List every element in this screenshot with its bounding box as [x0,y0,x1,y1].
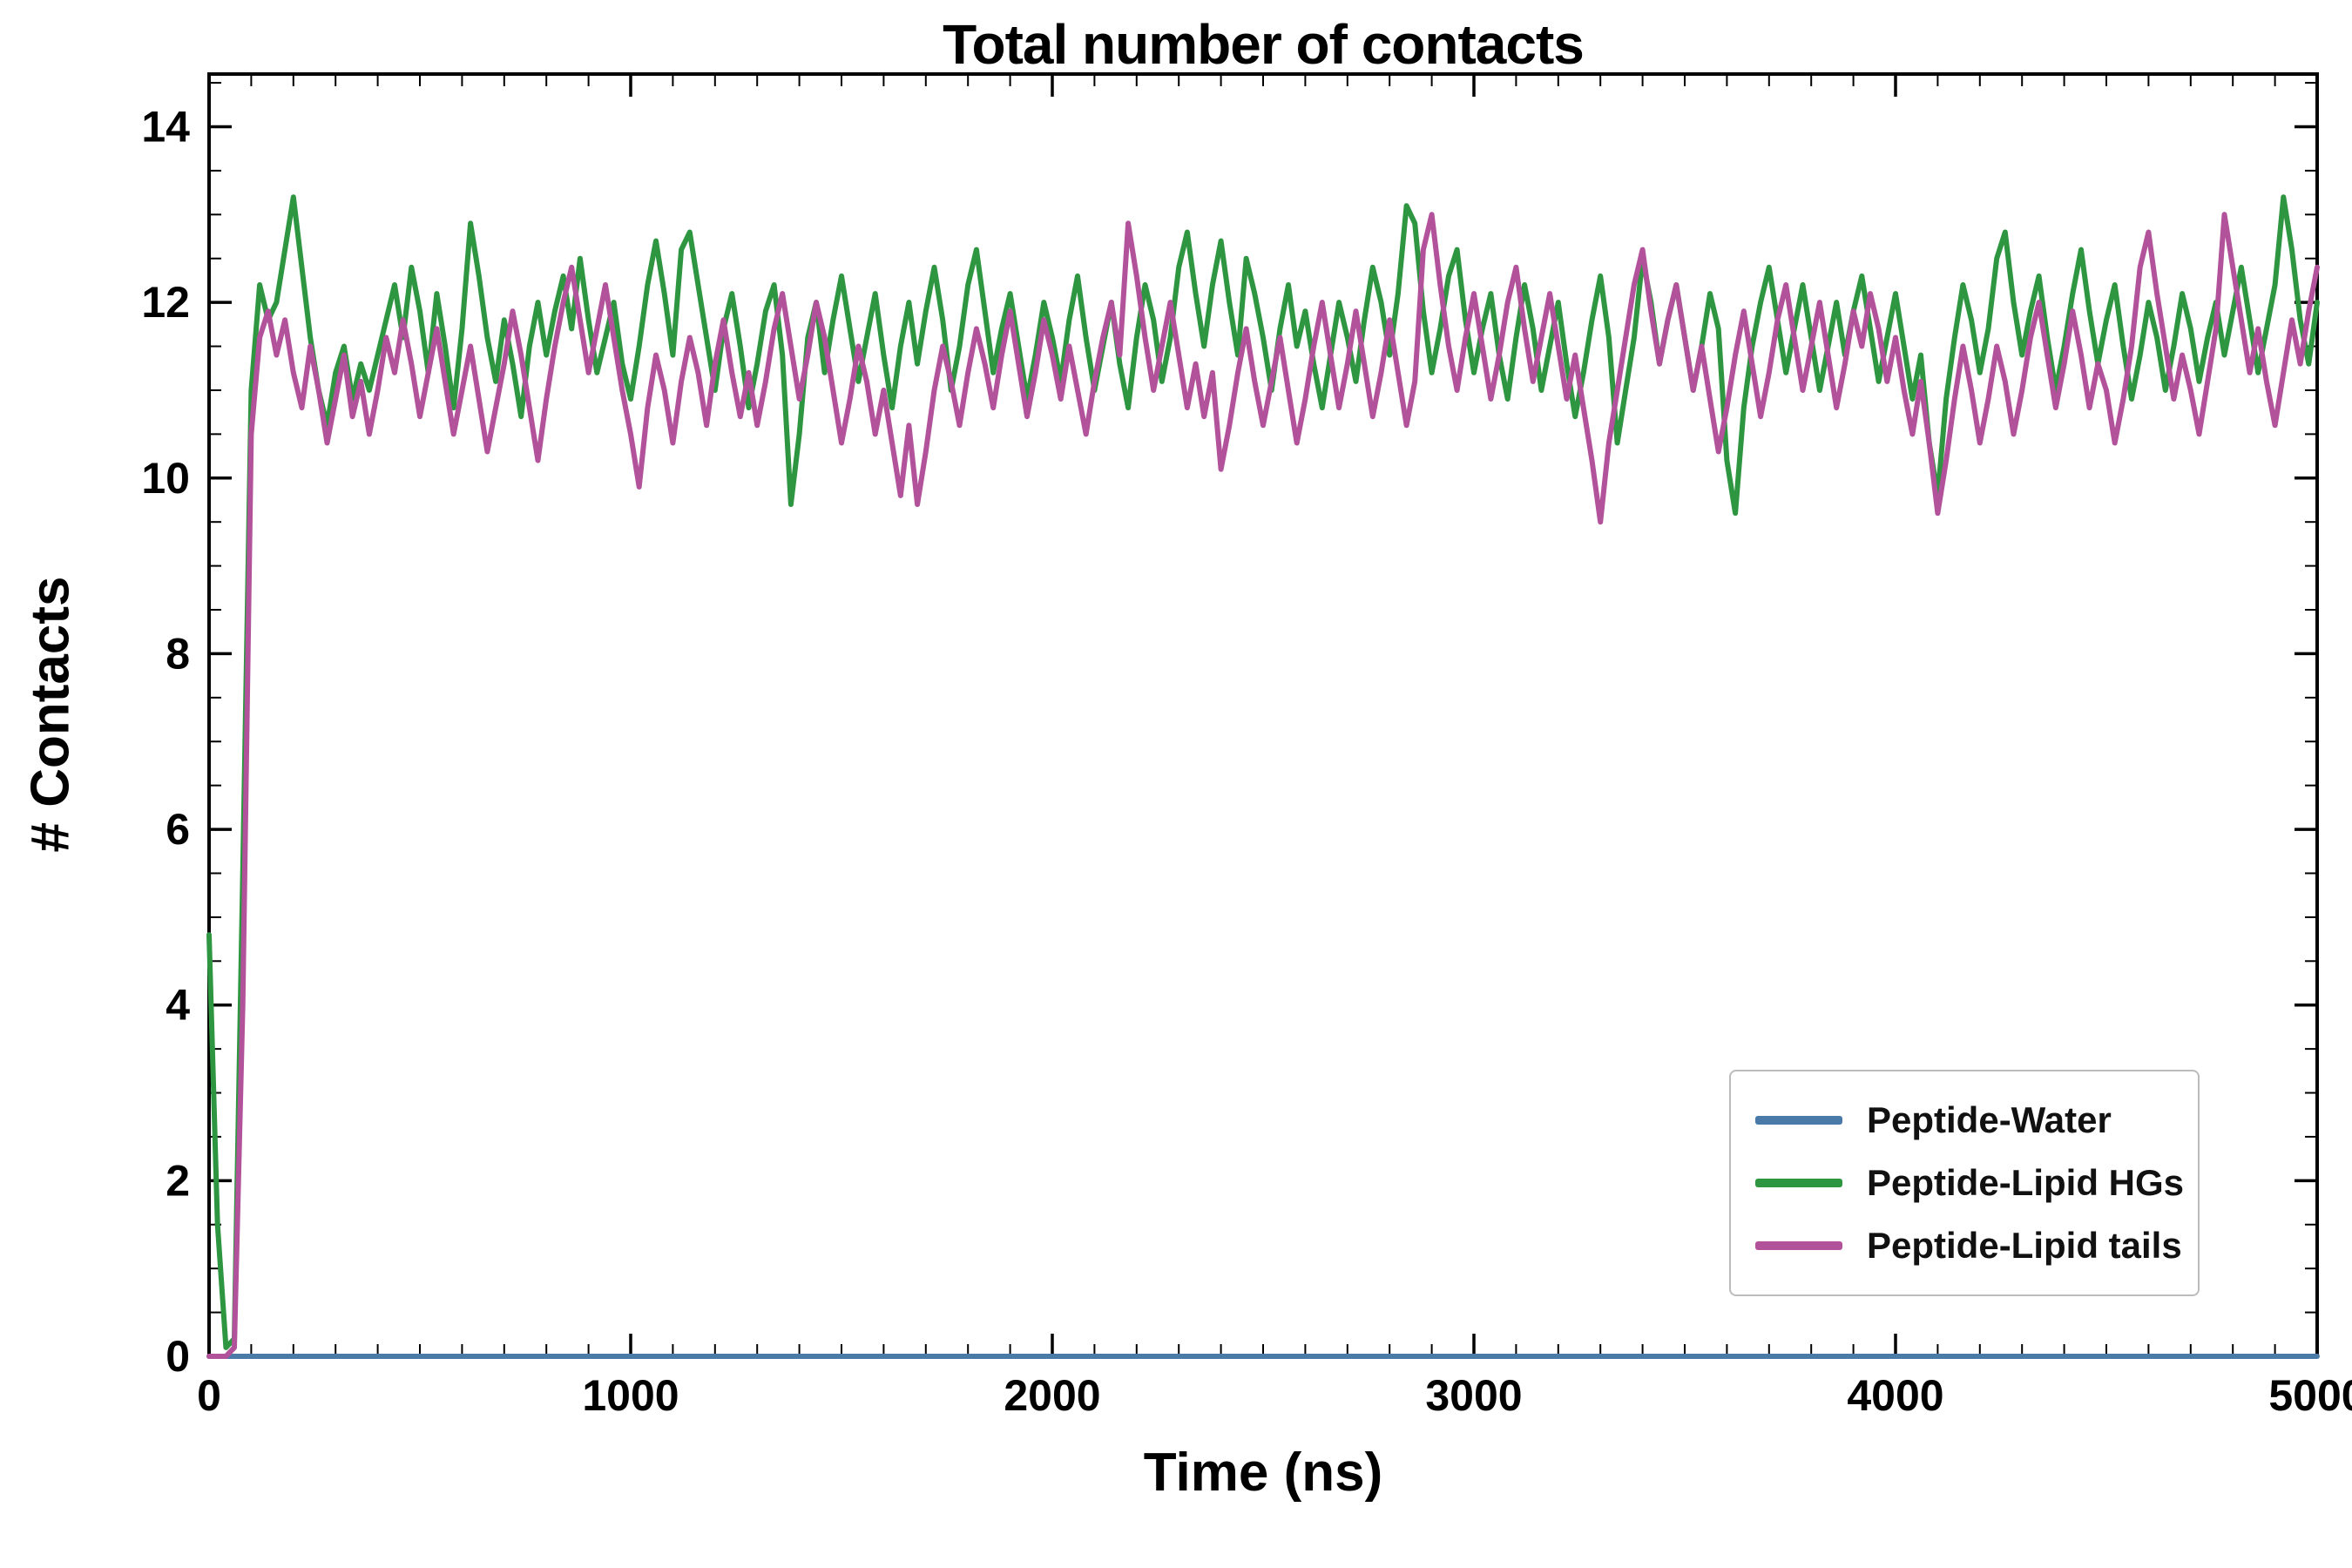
x-axis-label: Time (ns) [1143,1443,1383,1503]
x-tick-label: 2000 [1004,1371,1100,1420]
y-tick-label: 12 [141,278,190,327]
y-tick-label: 8 [166,629,190,678]
x-tick-label: 0 [197,1371,221,1420]
x-tick-label: 1000 [582,1371,679,1420]
x-tick-label: 3000 [1425,1371,1522,1420]
y-tick-label: 14 [141,102,190,151]
y-tick-label: 4 [166,981,190,1030]
legend-label-peptide-lipid-tails: Peptide-Lipid tails [1867,1225,2182,1266]
legend-swatch-peptide-water [1755,1116,1842,1125]
legend-label-peptide-lipid-hgs: Peptide-Lipid HGs [1867,1162,2185,1203]
series-line-1 [206,194,2320,1350]
y-tick-label: 10 [141,454,190,503]
chart-title: Total number of contacts [943,13,1585,76]
series-line-2 [206,212,2320,1359]
legend-label-peptide-water: Peptide-Water [1867,1099,2112,1140]
y-tick-label: 2 [166,1156,190,1205]
y-axis-label: # Contacts [20,576,81,853]
legend-item-peptide-lipid-tails: Peptide-Lipid tails [1755,1214,2182,1277]
y-tick-label: 0 [166,1332,190,1381]
x-tick-label: 4000 [1847,1371,1943,1420]
legend-swatch-peptide-lipid-tails [1755,1241,1842,1250]
legend-item-peptide-water: Peptide-Water [1755,1089,2173,1152]
legend-item-peptide-lipid-hgs: Peptide-Lipid HGs [1755,1152,2184,1214]
legend-swatch-peptide-lipid-hgs [1755,1179,1842,1187]
y-tick-label: 6 [166,805,190,854]
legend: Peptide-Water Peptide-Lipid HGs Peptide-… [1729,1070,2200,1296]
